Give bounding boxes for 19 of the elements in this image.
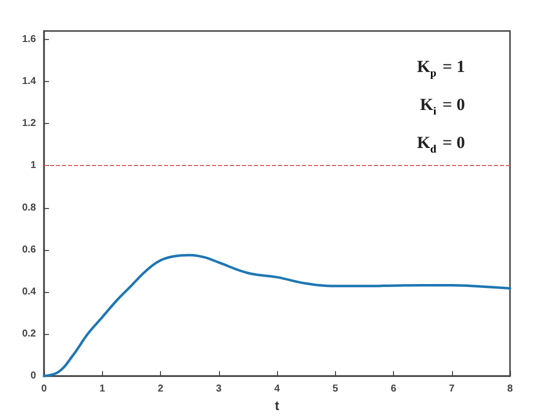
x-tick-label: 5	[332, 384, 338, 395]
x-tick-label: 0	[41, 384, 48, 395]
y-tick-label: 1.6	[22, 34, 36, 45]
y-tick-label: 0.8	[22, 202, 36, 214]
y-tick-label: 1.2	[22, 118, 36, 130]
x-tick-label: 3	[216, 384, 222, 395]
x-tick-label: 8	[507, 384, 514, 395]
x-tick-label: 2	[158, 384, 164, 395]
y-tick-label: 0.6	[22, 244, 36, 256]
y-tick-label: 0.4	[22, 286, 36, 298]
y-tick-label: 1	[30, 160, 36, 172]
y-tick-label: 0.2	[22, 328, 36, 340]
y-tick-label: 0	[30, 370, 36, 382]
x-tick-label: 1	[99, 384, 106, 395]
x-axis-title: t	[274, 398, 280, 413]
x-tick-label: 6	[390, 384, 397, 395]
x-tick-label: 7	[448, 384, 455, 395]
x-tick-label: 4	[274, 384, 280, 395]
y-tick-label: 1.4	[22, 76, 36, 87]
